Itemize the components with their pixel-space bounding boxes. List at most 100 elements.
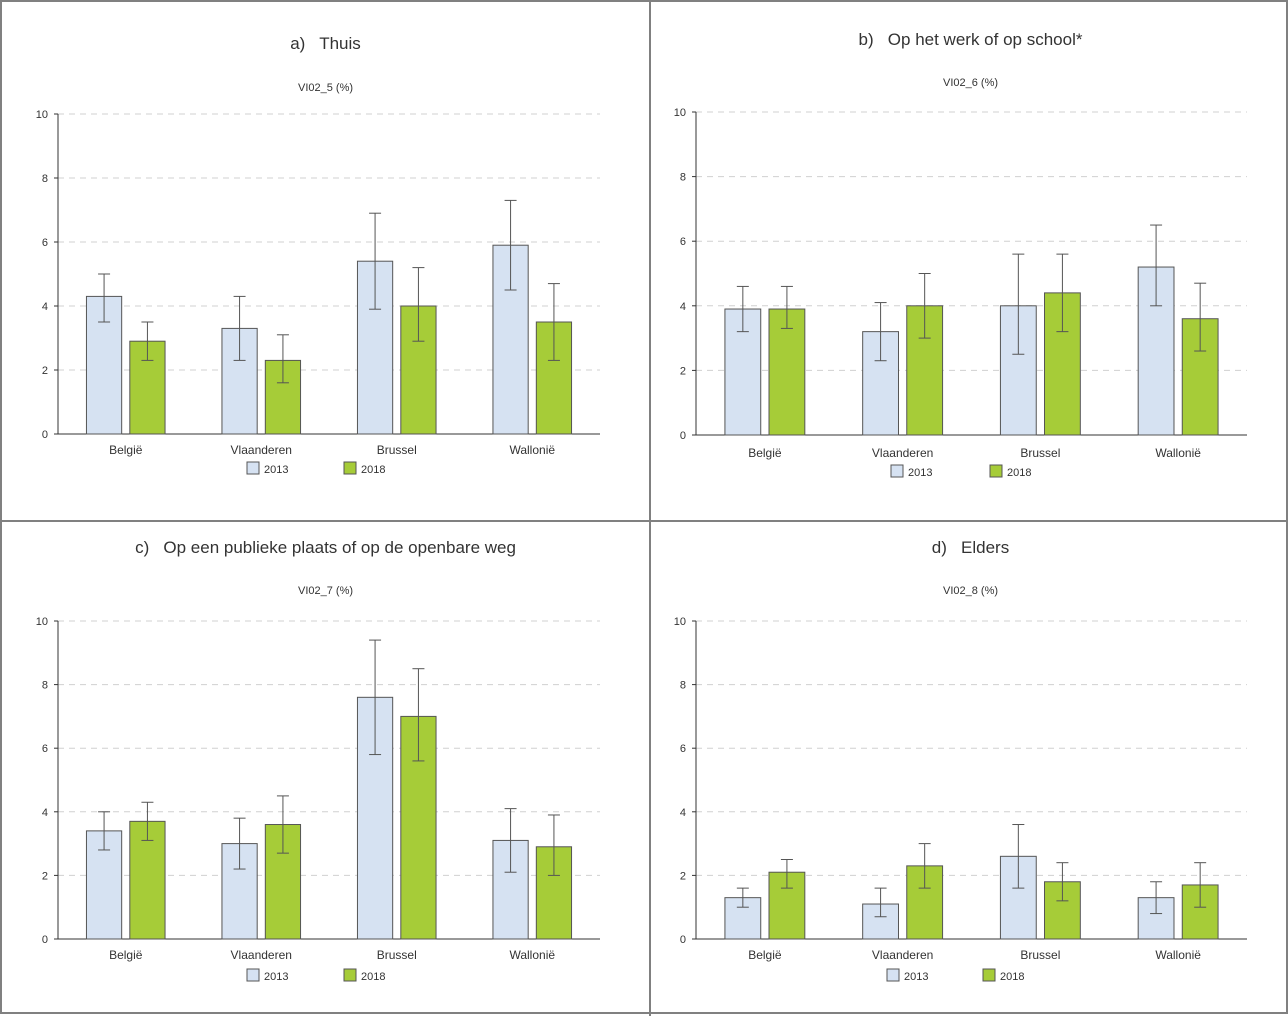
x-category-label: Vlaanderen [872, 948, 933, 962]
error-bar-2018-belgie [141, 801, 154, 841]
y-tick-label: 0 [42, 934, 48, 946]
error-bar-2013-vlaanderen [233, 817, 246, 870]
error-bar-2018-wallonie [547, 283, 560, 361]
chart-panel-a: a) Thuis VI02_5 (%) 0 2 4 6 8 10 België Vlaandere… [2, 2, 649, 520]
error-bar-2018-wallonie [1194, 282, 1207, 352]
legend-label-2018: 2018 [1007, 467, 1031, 479]
x-category-label: Vlaanderen [231, 948, 292, 962]
legend-swatch-2018 [343, 968, 357, 982]
legend-label-2018: 2018 [361, 971, 385, 983]
x-category-label: België [748, 948, 782, 962]
y-tick-label: 10 [674, 616, 686, 628]
y-tick-label: 8 [42, 680, 48, 692]
y-tick-label: 2 [42, 365, 48, 377]
error-bar-2013-belgie [736, 887, 749, 908]
chart-svg-c: c) Op een publieke plaats of op de openb… [36, 538, 600, 983]
error-bar-2018-brussel [412, 668, 425, 762]
error-bar-2013-wallonie [1150, 224, 1163, 307]
chart-svg-a: a) Thuis VI02_5 (%) 0 2 4 6 8 10 België Vlaandere… [36, 34, 600, 476]
error-bar-2013-brussel [1012, 253, 1025, 355]
error-bar-2018-wallonie [547, 814, 560, 876]
error-bar-2013-vlaanderen [874, 887, 887, 918]
legend-label-2018: 2018 [361, 464, 385, 476]
error-bar-2013-belgie [98, 273, 111, 323]
y-tick-label: 10 [36, 109, 48, 121]
panel-title: c) Op een publieke plaats of op de openb… [135, 538, 516, 557]
x-category-label: Brussel [1020, 446, 1060, 460]
error-bar-2013-vlaanderen [233, 295, 246, 361]
legend-label-2018: 2018 [1000, 971, 1024, 983]
x-category-label: Vlaanderen [231, 443, 292, 457]
chart-svg-b: b) Op het werk of op school* VI02_6 (%) 0 2… [674, 30, 1247, 479]
error-bar-2013-brussel [369, 212, 382, 310]
legend-swatch-2013 [890, 464, 904, 478]
legend-swatch-2013 [246, 461, 260, 475]
y-tick-label: 10 [36, 616, 48, 628]
x-category-label: Brussel [377, 443, 417, 457]
chart-title: VI02_7 (%) [298, 585, 353, 597]
bar-2018-belgie [768, 308, 806, 436]
chart-title: VI02_5 (%) [298, 82, 353, 94]
y-tick-label: 10 [674, 107, 686, 119]
y-tick-label: 4 [42, 301, 48, 313]
y-tick-label: 0 [680, 934, 686, 946]
legend-label-2013: 2013 [904, 971, 928, 983]
error-bar-2018-wallonie [1194, 862, 1207, 908]
y-tick-label: 6 [42, 237, 48, 249]
error-bar-2013-belgie [98, 811, 111, 851]
error-bar-2013-brussel [1012, 824, 1025, 889]
legend-swatch-2018 [989, 464, 1003, 478]
x-category-label: Wallonië [1155, 446, 1201, 460]
error-bar-2013-wallonie [504, 199, 517, 291]
x-category-label: Vlaanderen [872, 446, 933, 460]
error-bar-2018-vlaanderen [918, 843, 931, 889]
error-bar-2018-belgie [780, 859, 793, 889]
y-tick-label: 0 [680, 430, 686, 442]
legend-label-2013: 2013 [908, 467, 932, 479]
chart-title: VI02_6 (%) [943, 77, 998, 89]
error-bar-2018-vlaanderen [276, 334, 289, 384]
y-tick-label: 6 [680, 743, 686, 755]
chart-svg-d: d) Elders VI02_8 (%) 0 2 4 6 8 10 België Vlaander… [674, 538, 1247, 983]
panel-divider-vertical [649, 2, 651, 1016]
y-tick-label: 4 [680, 301, 686, 313]
error-bar-2018-belgie [780, 285, 793, 329]
error-bar-2018-belgie [141, 321, 154, 361]
error-bar-2013-wallonie [1150, 881, 1163, 915]
y-tick-label: 4 [680, 807, 686, 819]
legend-swatch-2018 [982, 968, 996, 982]
error-bar-2018-vlaanderen [276, 795, 289, 854]
y-tick-label: 8 [42, 173, 48, 185]
chart-panel-d: d) Elders VI02_8 (%) 0 2 4 6 8 10 België Vlaander… [651, 522, 1288, 1016]
x-category-label: België [748, 446, 782, 460]
y-tick-label: 8 [680, 680, 686, 692]
y-tick-label: 4 [42, 807, 48, 819]
chart-panel-b: b) Op het werk of op school* VI02_6 (%) 0 2… [651, 2, 1288, 520]
panel-title: b) Op het werk of op school* [859, 30, 1083, 49]
panel-divider-horizontal [2, 520, 1288, 522]
x-category-label: Wallonië [1155, 948, 1201, 962]
error-bar-2013-vlaanderen [874, 302, 887, 362]
error-bar-2018-brussel [1056, 253, 1069, 333]
x-category-label: Wallonië [509, 948, 555, 962]
x-category-label: België [109, 443, 143, 457]
error-bar-2018-brussel [1056, 862, 1069, 902]
y-tick-label: 6 [42, 743, 48, 755]
chart-title: VI02_8 (%) [943, 585, 998, 597]
error-bar-2013-brussel [369, 639, 382, 756]
chart-panel-c: c) Op een publieke plaats of op de openb… [2, 522, 649, 1016]
legend-swatch-2013 [886, 968, 900, 982]
error-bar-2013-belgie [736, 285, 749, 333]
y-tick-label: 8 [680, 172, 686, 184]
x-category-label: Brussel [377, 948, 417, 962]
panel-title: a) Thuis [290, 34, 361, 53]
error-bar-2018-vlaanderen [918, 273, 931, 339]
legend-swatch-2013 [246, 968, 260, 982]
legend-label-2013: 2013 [264, 971, 288, 983]
y-tick-label: 2 [680, 870, 686, 882]
legend-swatch-2018 [343, 461, 357, 475]
error-bar-2013-wallonie [504, 808, 517, 873]
x-category-label: Brussel [1020, 948, 1060, 962]
y-tick-label: 6 [680, 236, 686, 248]
